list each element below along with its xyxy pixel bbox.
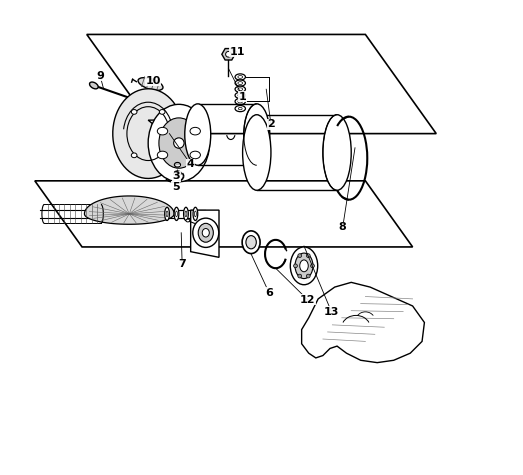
Ellipse shape — [174, 207, 179, 220]
Ellipse shape — [160, 110, 165, 114]
Ellipse shape — [190, 127, 200, 135]
Polygon shape — [222, 48, 235, 60]
Text: 9: 9 — [96, 70, 104, 81]
Text: 12: 12 — [300, 295, 315, 305]
Text: 7: 7 — [178, 259, 186, 269]
Text: 8: 8 — [339, 222, 347, 232]
Ellipse shape — [293, 264, 298, 268]
Text: 2: 2 — [267, 119, 275, 129]
Ellipse shape — [148, 104, 210, 182]
Ellipse shape — [311, 264, 314, 268]
Ellipse shape — [242, 231, 260, 254]
Ellipse shape — [138, 78, 163, 90]
Ellipse shape — [157, 151, 168, 159]
Polygon shape — [84, 196, 174, 224]
Ellipse shape — [235, 80, 245, 86]
Ellipse shape — [176, 172, 179, 174]
Text: 10: 10 — [145, 76, 161, 86]
Ellipse shape — [235, 105, 245, 112]
Ellipse shape — [174, 171, 181, 176]
Text: 1: 1 — [238, 92, 246, 102]
Ellipse shape — [157, 127, 168, 135]
Ellipse shape — [202, 228, 209, 237]
Ellipse shape — [186, 219, 190, 222]
Ellipse shape — [131, 110, 137, 114]
Text: 11: 11 — [229, 47, 245, 57]
Polygon shape — [302, 282, 425, 362]
Ellipse shape — [244, 104, 270, 165]
Text: 5: 5 — [172, 181, 179, 191]
Ellipse shape — [323, 115, 351, 190]
Ellipse shape — [165, 207, 169, 220]
Ellipse shape — [160, 153, 165, 158]
Ellipse shape — [174, 162, 180, 167]
Ellipse shape — [306, 274, 310, 278]
Ellipse shape — [193, 218, 219, 247]
Polygon shape — [113, 89, 182, 179]
Ellipse shape — [89, 82, 98, 89]
Text: 3: 3 — [173, 171, 180, 181]
Ellipse shape — [246, 236, 256, 249]
Ellipse shape — [300, 260, 308, 272]
Ellipse shape — [190, 151, 200, 159]
Ellipse shape — [131, 153, 137, 158]
Ellipse shape — [243, 115, 271, 190]
Ellipse shape — [298, 254, 302, 257]
Ellipse shape — [184, 207, 188, 220]
Text: 6: 6 — [265, 288, 273, 298]
Ellipse shape — [225, 51, 231, 57]
Ellipse shape — [174, 138, 184, 148]
Text: 4: 4 — [187, 159, 195, 169]
Ellipse shape — [235, 92, 245, 98]
Ellipse shape — [290, 247, 317, 285]
Ellipse shape — [295, 253, 313, 278]
Ellipse shape — [306, 254, 310, 257]
Ellipse shape — [235, 98, 245, 104]
Ellipse shape — [235, 74, 245, 80]
Text: 13: 13 — [324, 307, 339, 317]
Ellipse shape — [235, 86, 245, 92]
Ellipse shape — [185, 104, 211, 165]
Ellipse shape — [156, 106, 160, 109]
Polygon shape — [191, 210, 219, 257]
Ellipse shape — [198, 223, 213, 242]
Ellipse shape — [193, 207, 198, 220]
Ellipse shape — [159, 118, 199, 168]
Ellipse shape — [298, 274, 302, 278]
